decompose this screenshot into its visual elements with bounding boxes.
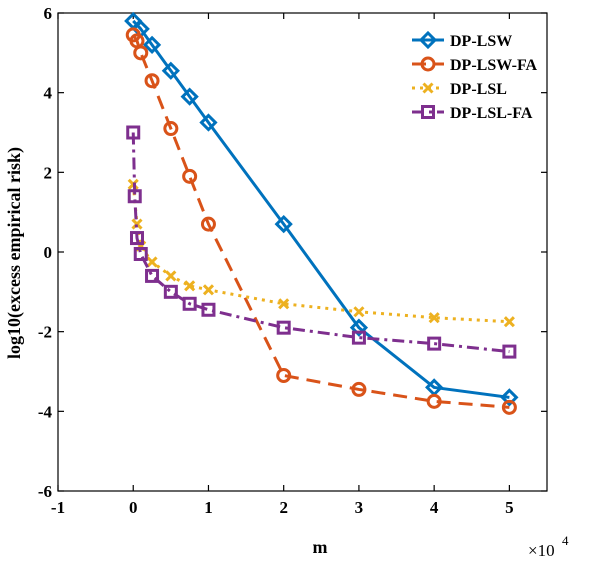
data-point — [421, 105, 435, 119]
y-tick-label: 6 — [44, 4, 53, 23]
data-point — [182, 168, 198, 184]
data-point — [144, 73, 160, 89]
y-tick-label: 0 — [44, 243, 53, 262]
data-point — [351, 381, 367, 397]
series-dp-lsw-fa — [125, 27, 517, 415]
x-tick-label: 4 — [430, 498, 439, 517]
y-tick-label: 4 — [44, 84, 53, 103]
data-point — [351, 330, 366, 345]
data-point — [182, 296, 197, 311]
legend-label: DP-LSW — [450, 33, 512, 50]
x-tick-label: 5 — [505, 498, 514, 517]
data-point — [163, 121, 179, 137]
data-point — [142, 35, 162, 54]
data-point — [353, 306, 365, 318]
data-point — [502, 344, 517, 359]
data-point — [133, 246, 148, 261]
series-line — [131, 34, 510, 409]
y-tick-label: -4 — [38, 402, 53, 421]
legend-item: DP-LSW-FA — [412, 56, 538, 74]
data-point — [180, 87, 199, 106]
data-point — [161, 61, 180, 80]
data-point — [500, 388, 519, 407]
series-group — [124, 11, 519, 415]
data-point — [131, 218, 143, 230]
legend: DP-LSW DP-LSW-FA DP-LSL DP-LSL-FA — [412, 30, 538, 122]
data-point — [201, 302, 216, 317]
data-point — [426, 393, 442, 409]
data-point — [202, 284, 215, 296]
data-point — [274, 214, 293, 234]
data-point — [276, 320, 291, 335]
data-point — [278, 298, 290, 310]
data-point — [422, 82, 434, 94]
data-point — [200, 216, 216, 232]
y-tick-label: 2 — [44, 163, 53, 182]
x-tick-label: 1 — [204, 498, 213, 517]
x-axis: -1 0 1 2 3 4 5 — [51, 13, 514, 517]
data-point — [199, 113, 218, 132]
data-point — [418, 30, 438, 50]
x-tick-label: 0 — [129, 498, 138, 517]
x-tick-label: 3 — [355, 498, 364, 517]
y-tick-label: -6 — [38, 482, 52, 501]
data-point — [428, 312, 440, 324]
y-tick-label: -2 — [38, 323, 52, 342]
y-axis-label: log10(excess empirical risk) — [4, 147, 25, 359]
legend-label: DP-LSW-FA — [450, 57, 538, 74]
x-multiplier-base: ×10 — [528, 541, 555, 560]
y-axis: -6 -4 -2 0 2 4 6 — [38, 4, 547, 501]
data-point — [349, 318, 369, 337]
data-point — [126, 125, 141, 140]
legend-item: DP-LSW — [412, 30, 512, 50]
x-axis-multiplier: ×10 4 — [528, 533, 569, 560]
legend-label: DP-LSL — [450, 81, 507, 98]
data-point — [501, 399, 517, 415]
data-point — [129, 231, 144, 246]
series-line — [131, 132, 510, 354]
x-axis-label: m — [313, 537, 328, 557]
data-point — [127, 189, 142, 204]
series-line — [132, 19, 510, 399]
data-point — [184, 280, 196, 292]
data-point — [163, 284, 178, 299]
data-point — [503, 316, 515, 328]
data-point — [145, 268, 160, 283]
x-tick-label: -1 — [51, 498, 65, 517]
x-tick-label: 2 — [279, 498, 288, 517]
legend-label: DP-LSL-FA — [450, 105, 533, 122]
legend-item: DP-LSL — [412, 81, 507, 98]
series-dp-lsl-fa — [126, 125, 517, 359]
data-point — [276, 367, 292, 383]
data-point — [165, 270, 177, 282]
data-point — [427, 336, 442, 351]
legend-item: DP-LSL-FA — [412, 105, 533, 122]
data-point — [133, 45, 149, 61]
data-point — [420, 56, 436, 72]
data-point — [146, 256, 158, 268]
x-multiplier-exponent: 4 — [562, 533, 569, 548]
